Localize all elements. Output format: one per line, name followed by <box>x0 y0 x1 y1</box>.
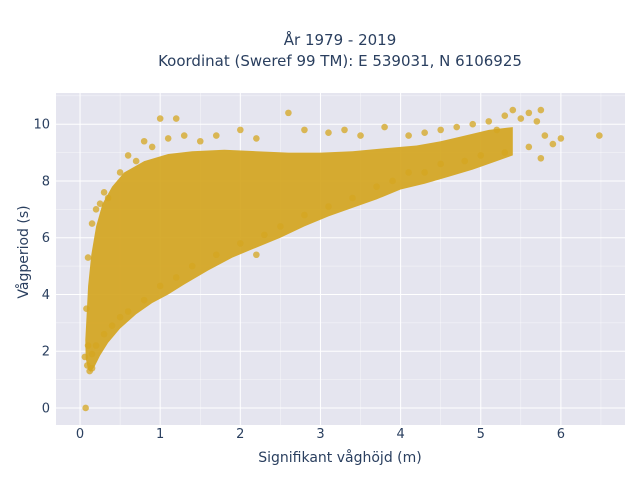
scatter-point <box>212 132 220 139</box>
scatter-point <box>437 126 444 134</box>
scatter-point <box>88 364 96 372</box>
y-tick-label: 8 <box>42 174 50 189</box>
x-tick-label: 0 <box>76 427 84 442</box>
scatter-point <box>469 120 477 128</box>
x-tick-label: 5 <box>477 427 485 442</box>
scatter-point <box>81 353 89 361</box>
scatter-point <box>82 404 89 412</box>
scatter-point <box>389 177 396 185</box>
scatter-point <box>501 112 509 120</box>
scatter-point <box>537 106 545 114</box>
x-tick-label: 1 <box>156 427 164 442</box>
scatter-point <box>373 183 380 190</box>
scatter-point <box>557 135 565 142</box>
scatter-point <box>140 296 148 304</box>
scatter-point <box>533 118 541 125</box>
x-axis-title: Signifikant våghöjd (m) <box>258 449 421 466</box>
scatter-point <box>517 115 525 122</box>
scatter-point <box>212 251 220 259</box>
scatter-point <box>349 194 356 202</box>
scatter-point <box>172 274 180 281</box>
scatter-point <box>83 362 91 369</box>
scatter-point <box>148 143 156 151</box>
scatter-point <box>180 132 188 139</box>
scatter-point <box>92 206 100 213</box>
x-tick-label: 4 <box>396 427 404 442</box>
scatter-point <box>188 262 196 270</box>
scatter-point <box>156 282 164 290</box>
x-tick-label: 6 <box>557 427 565 442</box>
scatter-point <box>261 231 268 239</box>
y-axis-title: Vågperiod (s) <box>15 205 32 298</box>
scatter-point <box>461 157 469 165</box>
scatter-point <box>549 140 557 148</box>
scatter-point <box>253 251 260 259</box>
y-tick-label: 4 <box>42 288 50 303</box>
scatter-point <box>405 169 412 176</box>
scatter-point <box>381 123 388 131</box>
scatter-point <box>493 126 501 134</box>
x-tick-label: 2 <box>236 427 244 442</box>
scatter-point <box>525 143 533 151</box>
y-tick-label: 10 <box>33 118 50 133</box>
scatter-point <box>196 137 204 145</box>
scatter-point <box>477 152 485 159</box>
y-tick-labels: 0 2 4 6 8 10 <box>33 118 50 417</box>
scatter-point <box>96 200 104 207</box>
scatter-point <box>596 132 603 139</box>
scatter-point <box>509 106 517 114</box>
scatter-point <box>341 126 348 134</box>
scatter-point <box>501 149 509 156</box>
y-tick-label: 2 <box>42 345 50 360</box>
scatter-point <box>100 330 108 338</box>
scatter-point <box>325 203 332 210</box>
scatter-density-cloud <box>85 127 513 372</box>
scatter-point <box>132 157 140 165</box>
scatter-point <box>84 342 92 349</box>
scatter-point <box>88 350 96 358</box>
scatter-point <box>104 194 112 202</box>
scatter-point <box>325 129 332 137</box>
scatter-point <box>541 132 549 139</box>
scatter-point <box>83 305 90 312</box>
scatter-point <box>485 118 493 125</box>
scatter-point <box>164 135 172 142</box>
scatter-point <box>285 109 292 117</box>
scatter-points <box>81 106 603 412</box>
scatter-point <box>437 160 444 168</box>
scatter-point <box>92 342 100 349</box>
scatter-point <box>301 211 308 219</box>
scatter-point <box>116 169 124 176</box>
chart-title-line2: Koordinat (Sweref 99 TM): E 539031, N 61… <box>158 52 522 70</box>
scatter-point <box>156 115 164 122</box>
y-tick-label: 0 <box>42 401 50 416</box>
scatter-point <box>357 132 364 139</box>
scatter-point <box>172 115 180 122</box>
scatter-cloud <box>85 127 513 372</box>
scatter-point <box>421 169 428 176</box>
scatter-point <box>124 152 132 159</box>
chart-title-line1: År 1979 - 2019 <box>284 30 397 49</box>
scatter-point <box>100 189 108 196</box>
scatter-point <box>124 308 132 315</box>
scatter-point <box>108 322 116 329</box>
scatter-point <box>237 240 244 247</box>
scatter-point <box>525 109 533 117</box>
x-tick-labels: 0 1 2 3 4 5 6 <box>76 427 565 442</box>
scatter-point <box>88 220 96 227</box>
scatter-point <box>301 126 308 134</box>
scatter-point <box>116 313 124 321</box>
scatter-point <box>253 135 260 142</box>
scatter-point <box>84 254 92 261</box>
scatter-point <box>405 132 412 139</box>
y-tick-label: 6 <box>42 231 50 246</box>
scatter-point <box>140 137 148 145</box>
x-tick-label: 3 <box>316 427 324 442</box>
scatter-point <box>277 223 284 230</box>
scatter-point <box>537 154 545 162</box>
scatter-point <box>421 129 428 137</box>
scatter-point <box>237 126 244 134</box>
scatter-point <box>453 123 461 131</box>
